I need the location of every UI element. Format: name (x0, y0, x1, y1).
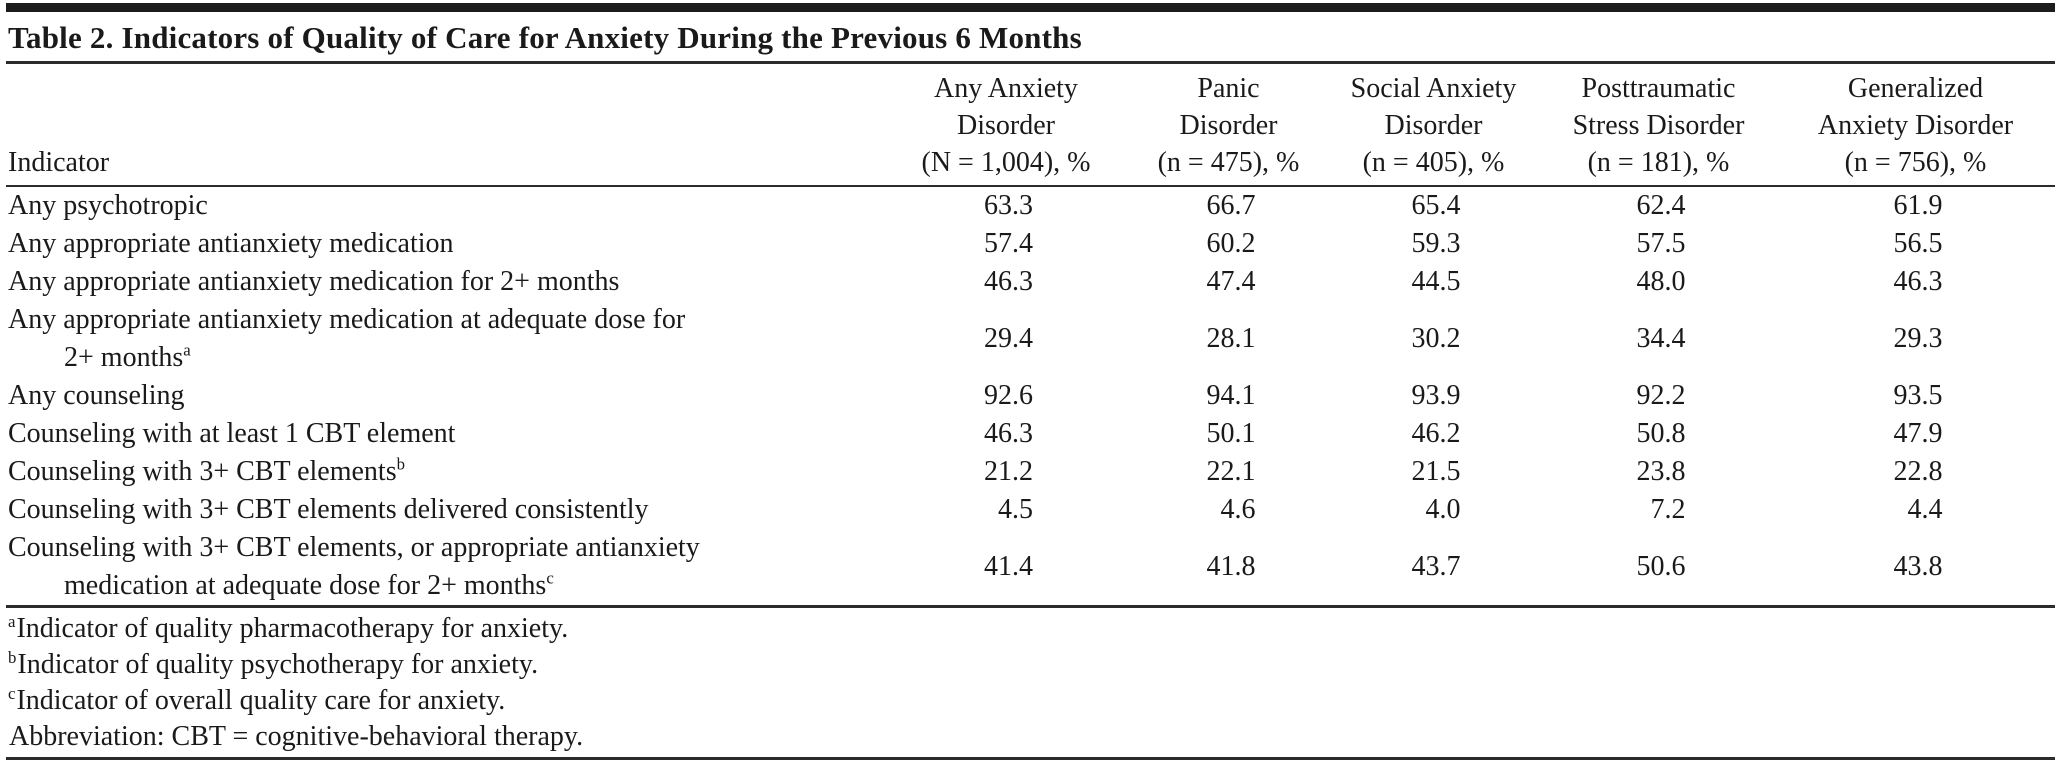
table-header: Indicator Any Anxiety Disorder (N = 1,00… (6, 64, 2055, 186)
table-row: Counseling with 3+ CBT elementsb 21.2 22… (6, 453, 2055, 491)
footnote-c: cIndicator of overall quality care for a… (8, 683, 506, 716)
indicator-cell: Any appropriate antianxiety medication (8, 228, 454, 259)
value-cell: 23.8 (1636, 456, 1686, 487)
quality-of-care-table: Indicator Any Anxiety Disorder (N = 1,00… (6, 64, 2055, 605)
table-row: Counseling with at least 1 CBT element 4… (6, 415, 2055, 453)
indicator-cell: Any appropriate antianxiety medication a… (8, 304, 686, 373)
value-cell: 59.3 (1411, 228, 1461, 259)
value-cell: 21.5 (1411, 456, 1461, 487)
value-cell: 66.7 (1206, 190, 1256, 221)
indicator-cell: Any counseling (8, 380, 185, 411)
table-row: Any appropriate antianxiety medication 5… (6, 225, 2055, 263)
table-top-bar (6, 3, 2055, 12)
footnote-marker-b: b (396, 454, 405, 474)
table-row: Any psychotropic 63.3 66.7 65.4 62.4 61.… (6, 186, 2055, 225)
value-cell: 47.4 (1206, 266, 1256, 297)
value-cell: 21.2 (984, 456, 1033, 487)
table-row: Any appropriate antianxiety medication f… (6, 263, 2055, 301)
table-row: Counseling with 3+ CBT elements, or appr… (6, 529, 2055, 605)
value-cell: 92.2 (1636, 380, 1686, 411)
value-cell: 4.6 (1220, 494, 1256, 525)
value-cell: 44.5 (1411, 266, 1461, 297)
value-cell: 50.1 (1206, 418, 1256, 449)
value-cell: 7.2 (1650, 494, 1686, 525)
value-cell: 63.3 (984, 190, 1033, 221)
table-body: Any psychotropic 63.3 66.7 65.4 62.4 61.… (6, 186, 2055, 605)
table-footnotes: aIndicator of quality pharmacotherapy fo… (6, 608, 2055, 757)
value-cell: 28.1 (1206, 323, 1256, 354)
title-rule (6, 61, 2055, 64)
table-title: Table 2. Indicators of Quality of Care f… (8, 20, 1082, 55)
footnote-marker-c: c (546, 568, 554, 588)
value-cell: 41.4 (984, 551, 1033, 582)
value-cell: 46.3 (984, 418, 1033, 449)
value-cell: 56.5 (1893, 228, 1943, 259)
value-cell: 50.6 (1636, 551, 1686, 582)
footnote-abbreviation: Abbreviation: CBT = cognitive-behavioral… (9, 721, 584, 752)
column-header-gad: Generalized Anxiety Disorder (n = 756), … (1817, 73, 2014, 178)
column-header-panic: Panic Disorder (n = 475), % (1157, 73, 1300, 178)
indicator-cell: Any psychotropic (8, 190, 208, 221)
value-cell: 30.2 (1411, 323, 1461, 354)
value-cell: 43.7 (1411, 551, 1461, 582)
column-header-social-anxiety: Social Anxiety Disorder (n = 405), % (1350, 73, 1517, 178)
value-cell: 57.4 (984, 228, 1033, 259)
value-cell: 60.2 (1206, 228, 1256, 259)
value-cell: 41.8 (1206, 551, 1256, 582)
value-cell: 22.8 (1893, 456, 1943, 487)
column-header-any-anxiety: Any Anxiety Disorder (N = 1,004), % (921, 73, 1091, 178)
value-cell: 4.0 (1425, 494, 1461, 525)
value-cell: 43.8 (1893, 551, 1943, 582)
value-cell: 46.2 (1411, 418, 1461, 449)
footnote-marker-a: a (183, 340, 191, 360)
footnote-divider-rule (6, 605, 2055, 608)
indicator-cell: Counseling with at least 1 CBT element (8, 418, 456, 449)
indicator-cell: Counseling with 3+ CBT elements, or appr… (8, 532, 700, 601)
table-row: Any appropriate antianxiety medication a… (6, 301, 2055, 377)
header-row: Indicator Any Anxiety Disorder (N = 1,00… (6, 64, 2055, 186)
value-cell: 92.6 (984, 380, 1033, 411)
indicator-column-header: Indicator (6, 64, 881, 186)
value-cell: 4.5 (998, 494, 1033, 525)
footnote-marker-c: c (8, 683, 16, 703)
indicator-cell: Any appropriate antianxiety medication f… (8, 266, 620, 297)
value-cell: 47.9 (1893, 418, 1943, 449)
indicator-cell: Counseling with 3+ CBT elements delivere… (8, 494, 649, 525)
footnote-a: aIndicator of quality pharmacotherapy fo… (8, 611, 569, 644)
value-cell: 61.9 (1893, 190, 1943, 221)
value-cell: 29.4 (984, 323, 1033, 354)
value-cell: 48.0 (1636, 266, 1686, 297)
indicator-cell: Counseling with 3+ CBT elementsb (8, 454, 405, 487)
column-header-ptsd: Posttraumatic Stress Disorder (n = 181),… (1572, 73, 1745, 178)
table-bottom-rule (6, 757, 2055, 760)
indicator-header-label: Indicator (8, 147, 110, 178)
value-cell: 93.5 (1893, 380, 1943, 411)
value-cell: 4.4 (1907, 494, 1943, 525)
value-cell: 50.8 (1636, 418, 1686, 449)
journal-table-page: Table 2. Indicators of Quality of Care f… (0, 3, 2061, 760)
footnote-marker-b: b (8, 647, 17, 667)
footnote-b: bIndicator of quality psychotherapy for … (8, 647, 539, 680)
value-cell: 65.4 (1411, 190, 1461, 221)
value-cell: 29.3 (1893, 323, 1943, 354)
table-row: Counseling with 3+ CBT elements delivere… (6, 491, 2055, 529)
value-cell: 46.3 (1893, 266, 1943, 297)
footnote-marker-a: a (8, 611, 16, 631)
value-cell: 46.3 (984, 266, 1033, 297)
value-cell: 93.9 (1411, 380, 1461, 411)
value-cell: 57.5 (1636, 228, 1686, 259)
value-cell: 34.4 (1636, 323, 1686, 354)
table-row: Any counseling 92.6 94.1 93.9 92.2 93.5 (6, 377, 2055, 415)
value-cell: 62.4 (1636, 190, 1686, 221)
value-cell: 22.1 (1206, 456, 1256, 487)
value-cell: 94.1 (1206, 380, 1256, 411)
